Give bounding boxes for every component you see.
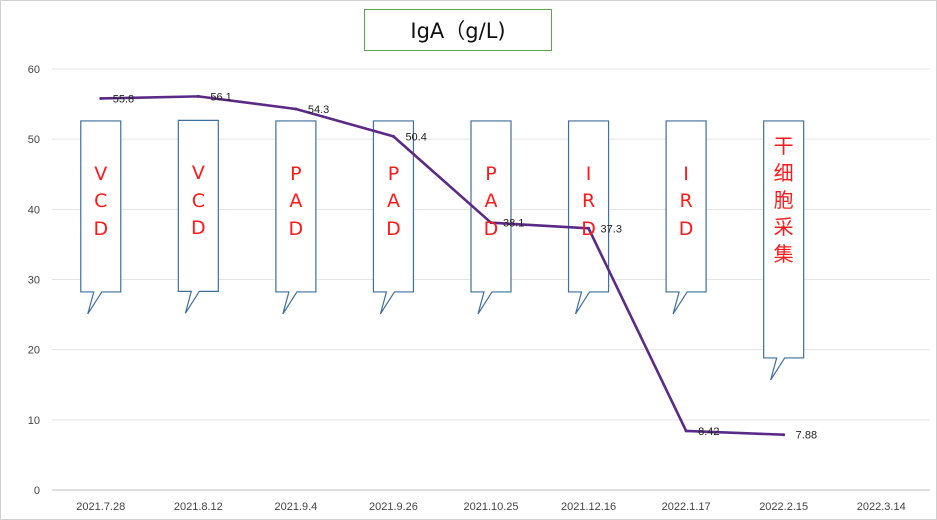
y-tick-label: 50 [28, 134, 40, 146]
data-label: 54.3 [308, 104, 329, 116]
callout-char: 采 [773, 214, 794, 239]
x-tick-label: 2021.7.28 [76, 501, 125, 513]
callout-char: 细 [773, 160, 794, 185]
callout-char: D [191, 217, 206, 240]
callout-char: D [483, 218, 499, 241]
callout-char: D [386, 218, 401, 241]
callout-char: 胞 [773, 187, 794, 212]
data-label: 8.42 [698, 426, 719, 438]
callout-char: 干 [773, 133, 794, 158]
x-tick-label: 2022.3.14 [857, 501, 906, 513]
data-label: 50.4 [405, 131, 426, 143]
x-tick-label: 2021.8.12 [174, 501, 223, 513]
chart-title: IgA（g/L) [364, 9, 552, 51]
data-point [684, 429, 688, 433]
data-point [489, 221, 493, 225]
callout-char: D [288, 218, 304, 241]
callout-char: P [387, 162, 400, 185]
callout-char: 集 [773, 241, 794, 266]
y-tick-label: 40 [28, 204, 40, 216]
callout-char: V [94, 162, 108, 185]
callout-char: C [191, 189, 205, 212]
callout-box [372, 120, 415, 315]
callout-char: P [290, 162, 302, 185]
x-tick-label: 2021.9.4 [274, 501, 317, 513]
callout-char: A [289, 190, 303, 213]
y-tick-label: 0 [34, 485, 40, 497]
x-tick-label: 2021.10.25 [463, 501, 518, 513]
callout-box [665, 120, 707, 315]
callout-char: R [581, 190, 596, 213]
callout-char: A [386, 190, 400, 213]
data-point [587, 226, 591, 230]
callout-box [80, 120, 122, 315]
data-point [99, 96, 103, 100]
data-label: 38.1 [503, 218, 524, 230]
callout-char: A [484, 190, 498, 213]
y-tick-label: 20 [28, 345, 40, 357]
data-point [782, 433, 786, 437]
data-label: 37.3 [601, 223, 622, 235]
data-point [391, 134, 395, 138]
data-label: 56.1 [210, 91, 231, 103]
callout-box [470, 120, 512, 315]
x-tick-label: 2022.1.17 [662, 501, 711, 513]
data-label: 7.88 [796, 430, 817, 442]
callout-label: 干细胞采集 [764, 133, 804, 268]
x-tick-label: 2021.9.26 [369, 501, 418, 513]
callout-char: V [191, 162, 205, 185]
series-line [100, 95, 784, 437]
callout-box [275, 120, 317, 315]
callout-char: D [581, 218, 596, 241]
data-point [294, 107, 298, 111]
data-point [196, 94, 200, 98]
data-label: 55.8 [113, 93, 134, 105]
callout-char: D [678, 218, 694, 241]
callout-char: P [485, 162, 497, 185]
y-tick-label: 60 [28, 64, 40, 76]
x-tick-label: 2021.12.16 [561, 501, 616, 513]
callout-char: C [94, 190, 108, 213]
x-tick-label: 2022.2.15 [759, 501, 808, 513]
callout-box [177, 119, 219, 314]
callout-char: I [683, 162, 689, 185]
callout-char: D [93, 218, 109, 241]
callout-box [763, 120, 805, 381]
callout-char: R [679, 190, 693, 213]
y-tick-label: 10 [28, 415, 40, 427]
y-tick-label: 30 [28, 275, 40, 287]
callout-char: I [585, 162, 592, 185]
callout-box [567, 120, 610, 315]
